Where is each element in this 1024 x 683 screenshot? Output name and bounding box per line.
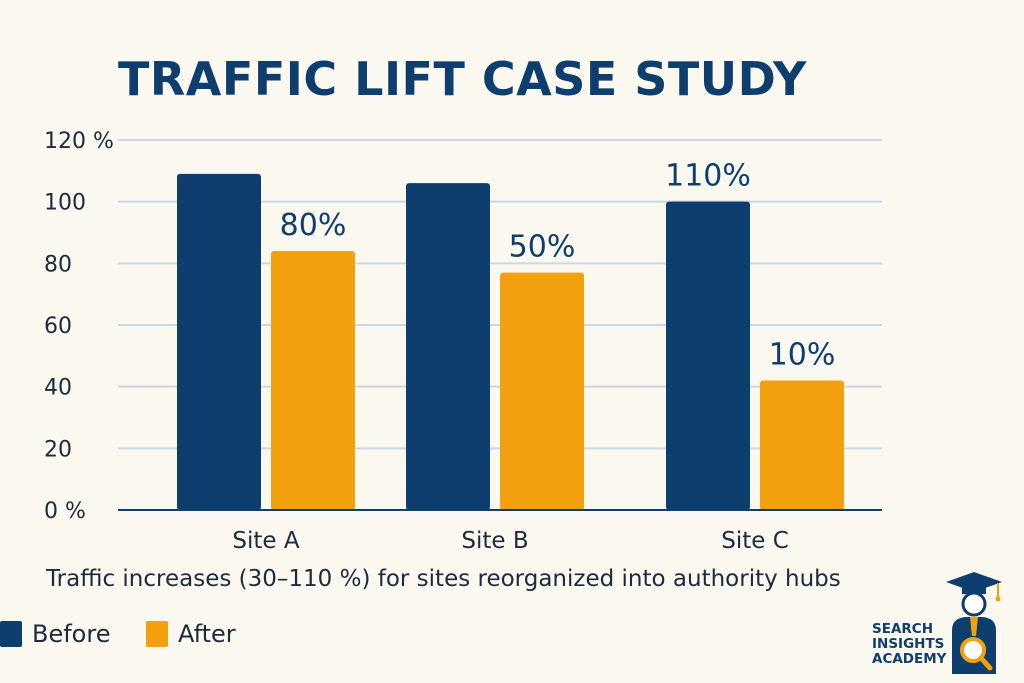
- bar-site-a-before: [177, 173, 261, 510]
- logo-text: SEARCH INSIGHTS ACADEMY: [872, 622, 946, 667]
- x-tick-label: Site B: [461, 528, 528, 554]
- legend-swatch-before: [0, 621, 22, 647]
- legend-swatch-after: [146, 621, 168, 647]
- chart-subtitle: Traffic increases (30–110 %) for sites r…: [46, 566, 841, 592]
- logo-line-2: INSIGHTS: [872, 636, 945, 652]
- bar-value-label: 80%: [280, 208, 347, 243]
- bar-labels: 80% 50% 110% 10%: [280, 159, 836, 373]
- x-tick-label: Site C: [721, 528, 789, 554]
- y-tick-label: 60: [44, 314, 72, 339]
- x-tick-label: Site A: [232, 528, 299, 554]
- legend-label-after: After: [178, 620, 236, 648]
- bar-site-c-after: [760, 380, 844, 510]
- bar-site-a-after: [271, 251, 355, 510]
- brand-logo: SEARCH INSIGHTS ACADEMY: [862, 570, 1022, 680]
- legend-item-before: Before: [0, 620, 110, 648]
- bar-value-label: 10%: [769, 338, 836, 373]
- bar-site-c-before: [666, 201, 750, 510]
- y-tick-label: 40: [44, 376, 72, 401]
- logo-line-1: SEARCH: [872, 621, 933, 637]
- y-tick-label: 0 %: [44, 499, 86, 524]
- bar-site-b-before: [406, 183, 490, 510]
- y-tick-label: 100: [44, 191, 86, 216]
- y-tick-label: 80: [44, 252, 72, 277]
- y-axis-ticks: 0 % 20 40 60 80 100 120 %: [44, 129, 114, 524]
- bar-value-label: 50%: [509, 230, 576, 265]
- bar-site-b-after: [500, 272, 584, 510]
- x-axis-ticks: Site A Site B Site C: [232, 528, 788, 554]
- legend-item-after: After: [146, 620, 236, 648]
- bar-value-label: 110%: [665, 159, 751, 194]
- chart-title: TRAFFIC LIFT CASE STUDY: [118, 52, 807, 106]
- y-tick-label: 120 %: [44, 129, 114, 154]
- legend-label-before: Before: [32, 620, 111, 648]
- graduate-magnifier-icon: [946, 572, 1002, 674]
- y-tick-label: 20: [44, 437, 72, 462]
- bars: [177, 173, 844, 510]
- logo-line-3: ACADEMY: [872, 651, 947, 667]
